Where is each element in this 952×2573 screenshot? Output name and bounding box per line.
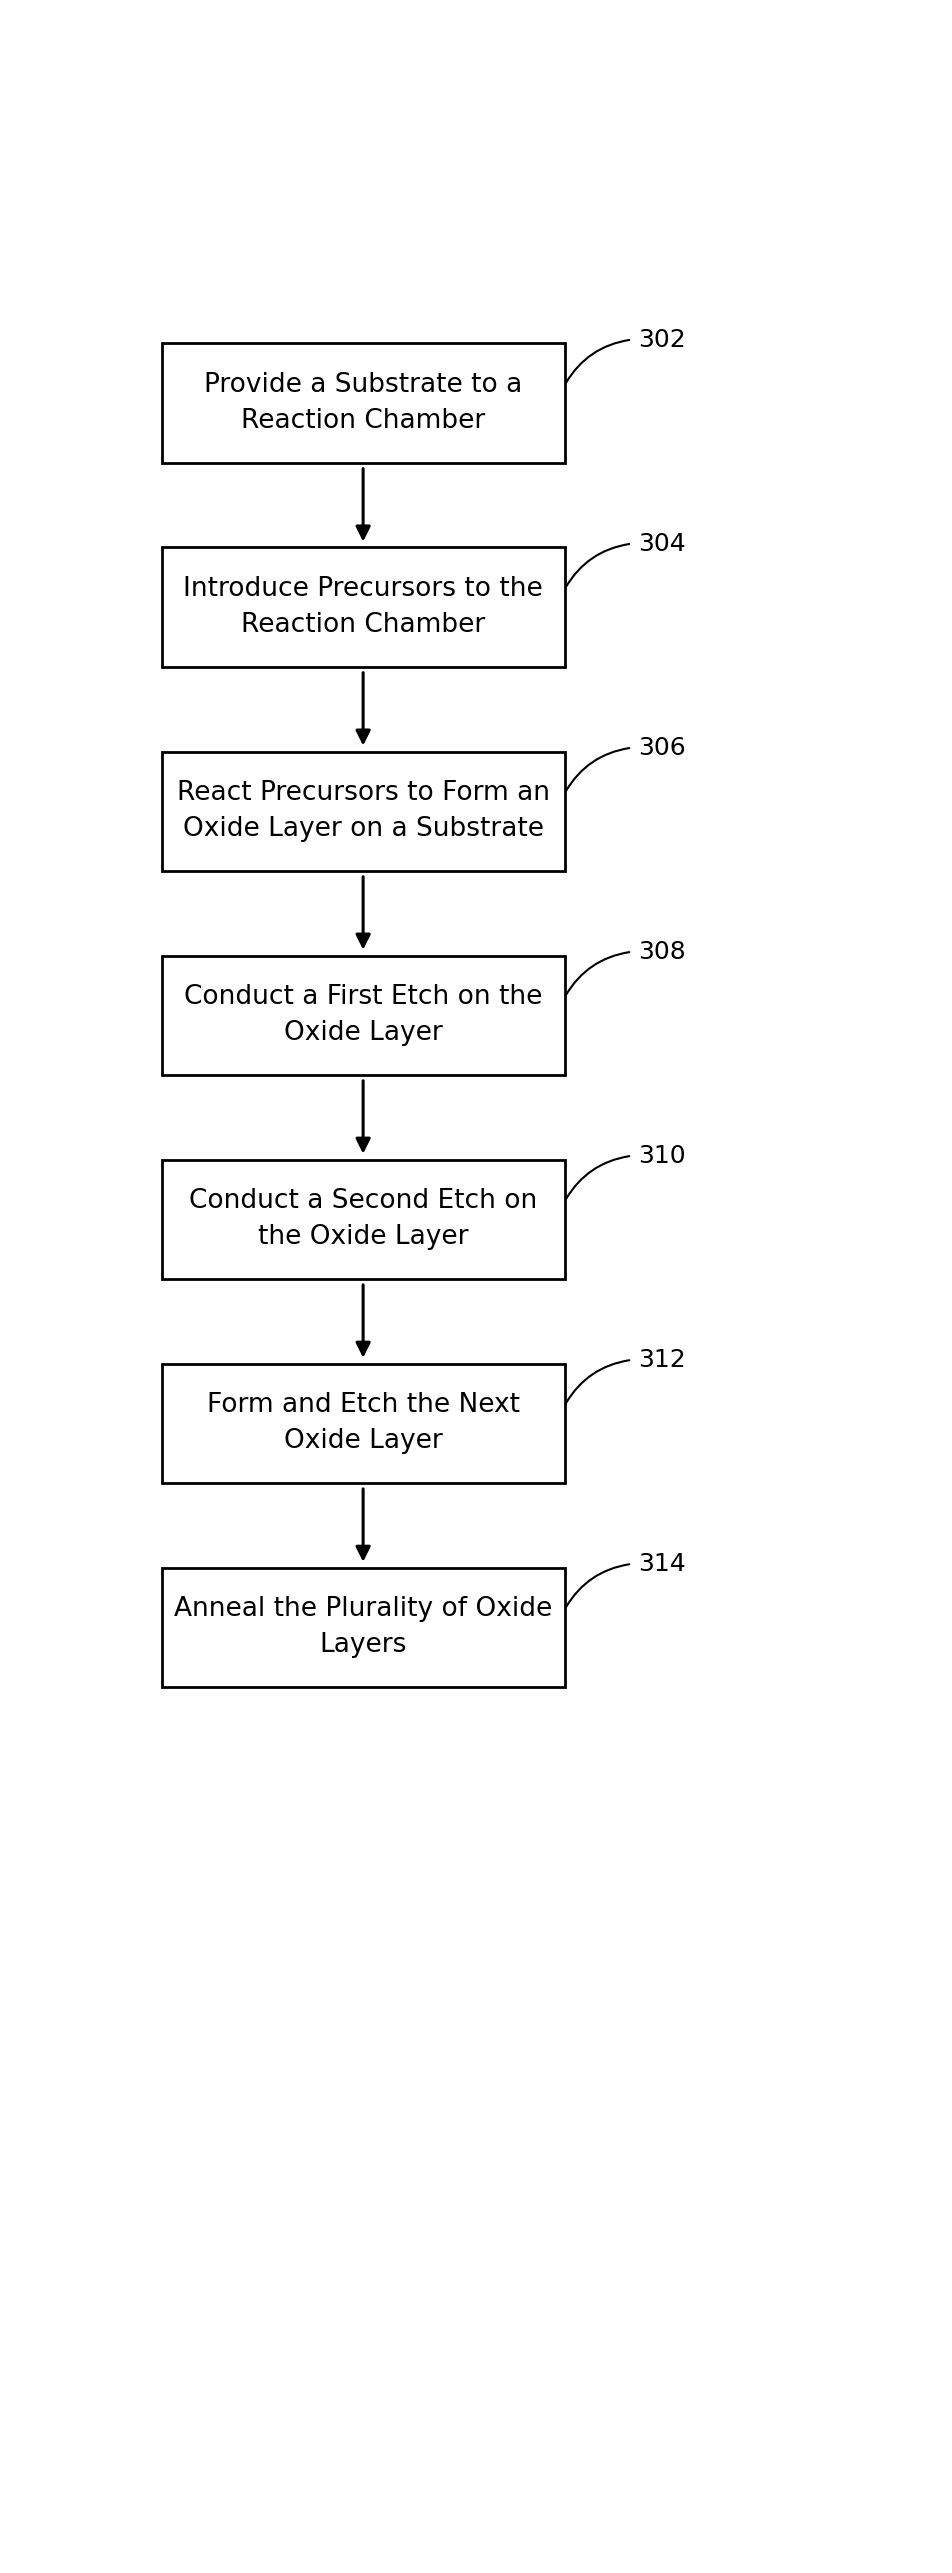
Text: Conduct a First Etch on the
Oxide Layer: Conduct a First Etch on the Oxide Layer bbox=[184, 985, 543, 1047]
Text: 310: 310 bbox=[638, 1145, 685, 1168]
Text: Provide a Substrate to a
Reaction Chamber: Provide a Substrate to a Reaction Chambe… bbox=[204, 373, 523, 435]
Text: 312: 312 bbox=[638, 1348, 686, 1371]
Text: React Precursors to Form an
Oxide Layer on a Substrate: React Precursors to Form an Oxide Layer … bbox=[177, 780, 549, 841]
Text: Conduct a Second Etch on
the Oxide Layer: Conduct a Second Etch on the Oxide Layer bbox=[189, 1189, 537, 1250]
Text: Form and Etch the Next
Oxide Layer: Form and Etch the Next Oxide Layer bbox=[207, 1392, 520, 1454]
Text: 308: 308 bbox=[638, 939, 686, 965]
Bar bbox=[162, 1567, 565, 1688]
Text: 304: 304 bbox=[638, 533, 686, 556]
Bar bbox=[162, 955, 565, 1076]
Bar bbox=[162, 1160, 565, 1279]
Text: 314: 314 bbox=[638, 1552, 686, 1575]
Text: 306: 306 bbox=[638, 736, 686, 759]
Text: Introduce Precursors to the
Reaction Chamber: Introduce Precursors to the Reaction Cha… bbox=[183, 576, 543, 638]
Bar bbox=[162, 751, 565, 870]
Bar bbox=[162, 548, 565, 666]
Bar bbox=[162, 342, 565, 463]
Text: Anneal the Plurality of Oxide
Layers: Anneal the Plurality of Oxide Layers bbox=[174, 1595, 552, 1660]
Text: 302: 302 bbox=[638, 327, 686, 353]
Bar bbox=[162, 1364, 565, 1482]
